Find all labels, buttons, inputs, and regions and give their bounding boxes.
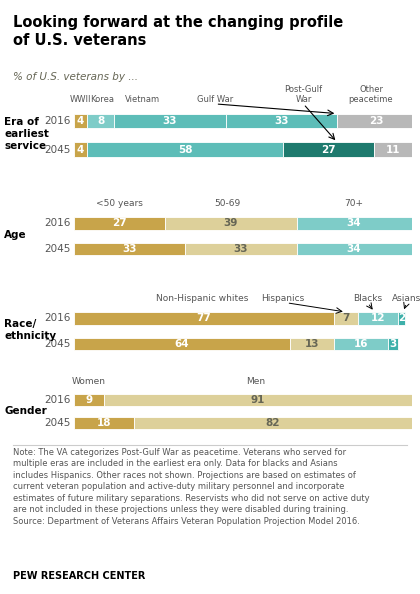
Text: Gulf War: Gulf War <box>197 95 234 104</box>
Bar <box>297 242 412 255</box>
Text: 3: 3 <box>389 339 396 349</box>
Text: 27: 27 <box>112 219 126 229</box>
Bar <box>290 337 334 350</box>
Text: Other
peacetime: Other peacetime <box>349 84 394 104</box>
Bar <box>297 217 412 230</box>
Text: 2045: 2045 <box>45 244 71 254</box>
Bar <box>334 337 388 350</box>
Bar <box>165 217 297 230</box>
Text: Gender: Gender <box>4 406 47 415</box>
Bar <box>226 113 337 128</box>
Text: % of U.S. veterans by ...: % of U.S. veterans by ... <box>13 72 138 83</box>
Text: 82: 82 <box>266 418 280 428</box>
Text: 9: 9 <box>85 395 92 405</box>
Text: 33: 33 <box>274 116 289 126</box>
Bar <box>334 312 357 325</box>
Text: 2016: 2016 <box>45 219 71 229</box>
Bar <box>87 113 114 128</box>
Text: 2045: 2045 <box>45 418 71 428</box>
Text: 39: 39 <box>223 219 238 229</box>
Text: Note: The VA categorizes Post-Gulf War as peacetime. Veterans who served for
mul: Note: The VA categorizes Post-Gulf War a… <box>13 448 369 526</box>
Text: WWII: WWII <box>70 95 91 104</box>
Text: Blacks: Blacks <box>353 294 382 303</box>
Text: Vietnam: Vietnam <box>125 95 160 104</box>
Text: Men: Men <box>247 377 265 386</box>
Text: Asians: Asians <box>392 294 420 303</box>
Bar <box>74 394 104 406</box>
Bar <box>134 418 412 429</box>
Text: 23: 23 <box>369 116 383 126</box>
Text: Non-Hispanic whites: Non-Hispanic whites <box>156 294 248 303</box>
Bar <box>374 143 412 157</box>
Text: Era of
earliest
service: Era of earliest service <box>4 116 49 151</box>
Text: 91: 91 <box>251 395 265 405</box>
Text: 33: 33 <box>163 116 177 126</box>
Text: 33: 33 <box>122 244 136 254</box>
Bar <box>74 143 87 157</box>
Bar <box>337 113 415 128</box>
Text: 58: 58 <box>178 145 192 154</box>
Text: 12: 12 <box>370 314 385 324</box>
Text: 8: 8 <box>97 116 104 126</box>
Bar <box>398 312 405 325</box>
Bar <box>74 217 165 230</box>
Text: 2045: 2045 <box>45 339 71 349</box>
Text: 34: 34 <box>347 244 362 254</box>
Text: 64: 64 <box>174 339 189 349</box>
Bar <box>74 418 134 429</box>
Text: Age: Age <box>4 230 27 240</box>
Text: 11: 11 <box>386 145 400 154</box>
Text: 7: 7 <box>342 314 349 324</box>
Text: 2016: 2016 <box>45 314 71 324</box>
Text: Korea: Korea <box>90 95 114 104</box>
Text: 16: 16 <box>354 339 368 349</box>
Text: 13: 13 <box>304 339 319 349</box>
Text: 33: 33 <box>234 244 248 254</box>
Text: 4: 4 <box>76 145 84 154</box>
Text: 2016: 2016 <box>45 116 71 126</box>
Text: 50-69: 50-69 <box>214 200 241 208</box>
Bar <box>74 337 290 350</box>
Text: 2045: 2045 <box>45 145 71 154</box>
Bar <box>74 312 334 325</box>
Bar <box>283 143 374 157</box>
Text: PEW RESEARCH CENTER: PEW RESEARCH CENTER <box>13 571 145 581</box>
Text: Hispanics: Hispanics <box>262 294 305 303</box>
Text: 77: 77 <box>196 314 211 324</box>
Bar <box>74 242 185 255</box>
Text: 2016: 2016 <box>45 395 71 405</box>
Text: 18: 18 <box>97 418 111 428</box>
Bar <box>357 312 398 325</box>
Text: Post-Gulf
War: Post-Gulf War <box>284 84 323 104</box>
Bar <box>104 394 412 406</box>
Bar <box>185 242 297 255</box>
Text: 2: 2 <box>398 314 405 324</box>
Text: Race/
ethnicity: Race/ ethnicity <box>4 319 56 341</box>
Bar <box>87 143 283 157</box>
Text: 34: 34 <box>347 219 362 229</box>
Bar <box>114 113 226 128</box>
Bar <box>74 113 87 128</box>
Text: 70+: 70+ <box>345 200 364 208</box>
Text: <50 years: <50 years <box>96 200 142 208</box>
Text: Women: Women <box>72 377 106 386</box>
Text: 27: 27 <box>321 145 336 154</box>
Text: 4: 4 <box>76 116 84 126</box>
Text: Looking forward at the changing profile
of U.S. veterans: Looking forward at the changing profile … <box>13 15 343 48</box>
Bar <box>388 337 398 350</box>
